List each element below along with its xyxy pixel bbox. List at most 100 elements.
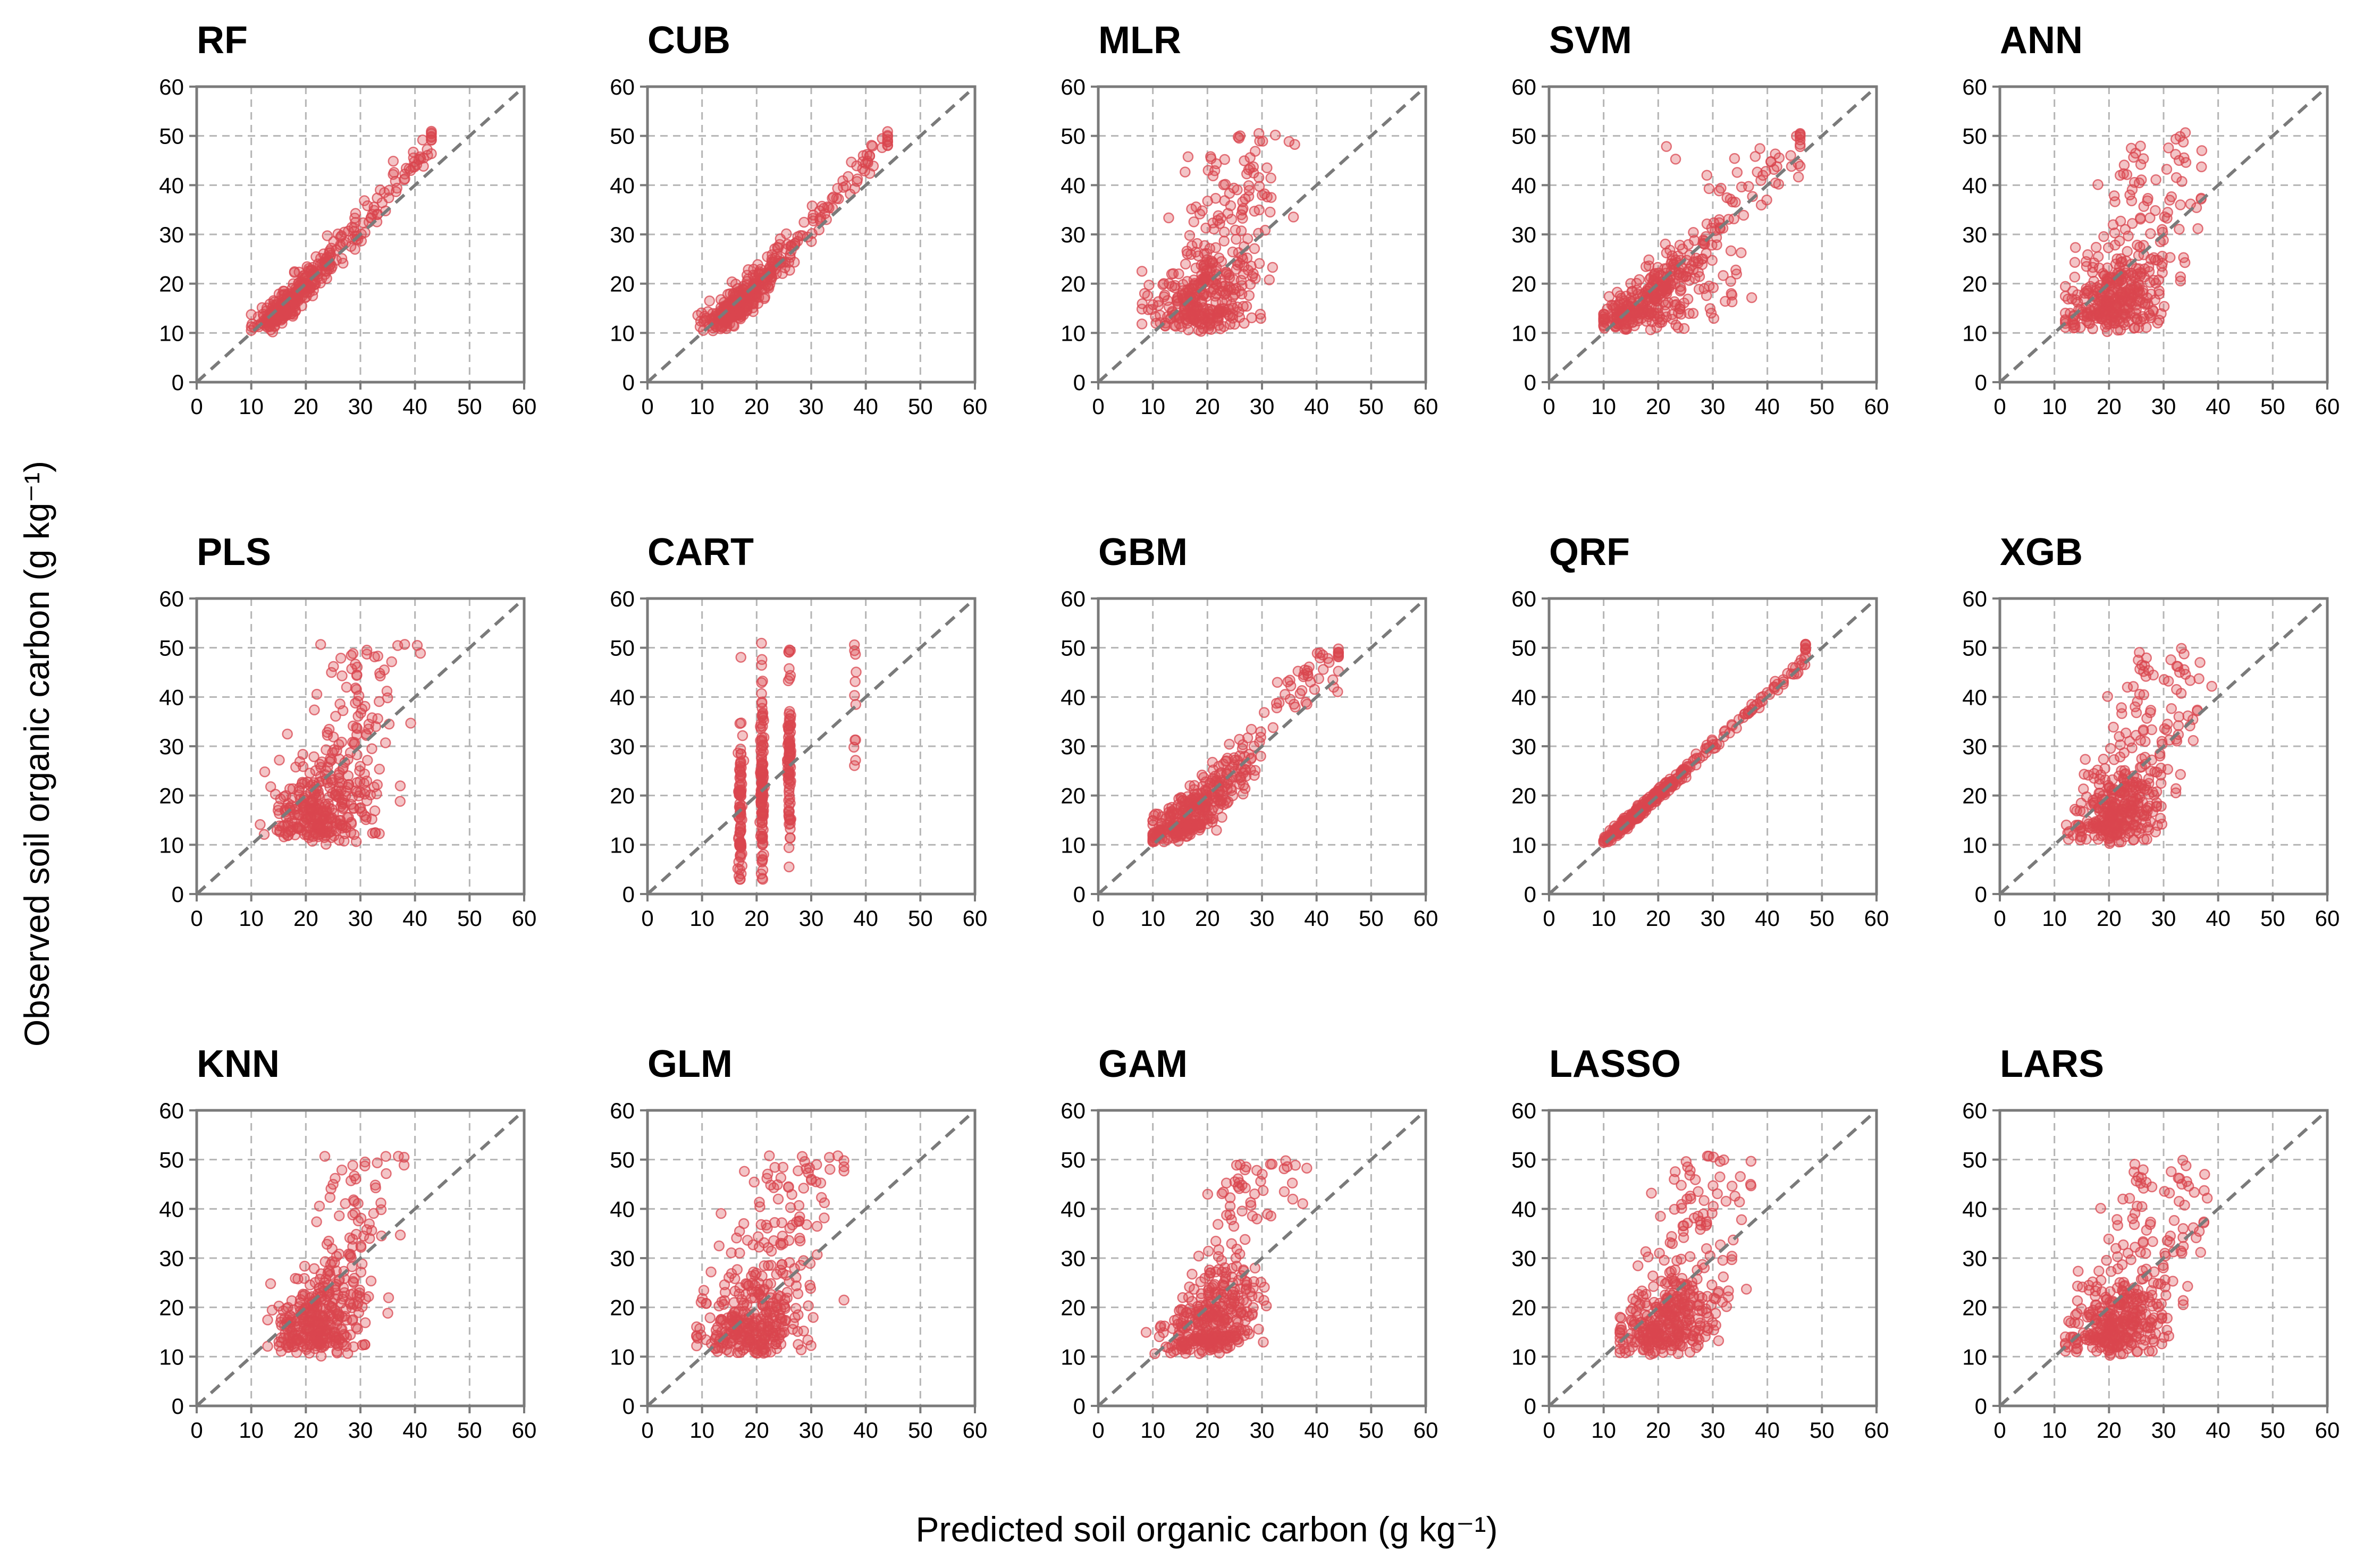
x-tick-label: 30 <box>799 394 824 419</box>
data-point <box>2138 288 2149 299</box>
data-point <box>1721 192 1732 204</box>
data-point <box>793 1200 805 1211</box>
data-point <box>2175 688 2187 699</box>
data-point <box>756 660 767 671</box>
data-point <box>353 690 365 702</box>
y-tick-label: 0 <box>172 370 184 395</box>
x-tick-label: 40 <box>2206 906 2231 931</box>
x-tick-label: 60 <box>1414 906 1438 931</box>
data-point <box>2077 783 2089 795</box>
data-point <box>283 1329 295 1341</box>
data-point <box>322 777 333 789</box>
x-tick-label: 10 <box>689 906 714 931</box>
data-point <box>866 140 877 151</box>
y-tick-label: 20 <box>159 783 184 808</box>
x-tick-label: 60 <box>963 906 988 931</box>
data-point <box>1253 128 1265 139</box>
data-point <box>298 800 309 812</box>
data-point <box>729 1273 741 1284</box>
data-point <box>333 739 344 750</box>
data-point <box>1670 154 1681 165</box>
data-point <box>349 1208 360 1219</box>
data-point <box>1201 254 1213 265</box>
panels-group: RF00101020203030404050506060CUB001010202… <box>159 19 2340 1443</box>
data-point <box>755 830 767 842</box>
data-point <box>264 321 275 332</box>
y-tick-label: 60 <box>1061 586 1086 611</box>
data-point <box>2108 721 2119 733</box>
data-point <box>2090 816 2101 828</box>
data-point <box>355 1242 367 1253</box>
data-point <box>375 1197 386 1209</box>
y-tick-label: 30 <box>159 734 184 759</box>
data-point <box>322 730 333 741</box>
x-tick-label: 30 <box>1250 906 1275 931</box>
data-point <box>1253 181 1265 192</box>
data-point <box>1770 676 1781 687</box>
data-point <box>1137 298 1148 309</box>
data-point <box>317 805 329 816</box>
data-point <box>2140 736 2151 747</box>
data-point <box>840 180 852 192</box>
y-tick-label: 40 <box>1061 173 1086 198</box>
data-point <box>756 754 767 765</box>
data-point <box>309 704 320 715</box>
data-point <box>1673 269 1685 281</box>
points-glm <box>691 1150 849 1359</box>
y-tick-label: 10 <box>1962 321 1987 345</box>
data-point <box>390 186 402 197</box>
data-point <box>716 1296 728 1308</box>
data-point <box>352 711 364 722</box>
data-point <box>326 832 337 843</box>
data-point <box>1234 130 1246 141</box>
data-point <box>2173 711 2185 722</box>
data-point <box>2156 736 2168 747</box>
data-point <box>2193 673 2205 685</box>
data-point <box>1208 284 1219 295</box>
data-point <box>282 728 293 740</box>
data-point <box>1309 684 1320 695</box>
data-point <box>695 1329 706 1341</box>
x-tick-label: 10 <box>2042 906 2067 931</box>
y-tick-label: 50 <box>610 124 635 149</box>
x-tick-label: 40 <box>853 1418 878 1443</box>
data-point <box>1731 167 1743 178</box>
points-pls <box>255 639 426 850</box>
data-point <box>849 676 861 687</box>
data-point <box>327 1178 339 1190</box>
y-tick-label: 0 <box>1975 882 1987 907</box>
data-point <box>350 1173 361 1185</box>
y-tick-label: 0 <box>172 882 184 907</box>
y-tick-label: 50 <box>159 636 184 661</box>
data-point <box>756 696 768 707</box>
data-point <box>292 1273 304 1285</box>
data-point <box>798 1325 809 1337</box>
y-tick-label: 10 <box>1511 321 1536 345</box>
data-point <box>2161 164 2173 175</box>
data-point <box>1267 262 1278 273</box>
x-tick-label: 50 <box>2260 906 2285 931</box>
data-point <box>2102 691 2113 702</box>
data-point <box>2188 735 2199 746</box>
x-tick-label: 20 <box>1195 906 1220 931</box>
data-point <box>776 1217 787 1228</box>
data-point <box>1726 296 1738 308</box>
data-point <box>359 1339 371 1351</box>
data-point <box>372 713 383 724</box>
data-point <box>2126 742 2138 754</box>
data-point <box>1694 271 1705 282</box>
data-point <box>764 1150 775 1161</box>
data-point <box>1229 759 1240 771</box>
data-point <box>849 690 860 701</box>
data-point <box>882 134 893 145</box>
data-point <box>2134 663 2146 675</box>
data-point <box>772 1193 784 1205</box>
data-point <box>1652 308 1664 319</box>
data-point <box>312 1336 323 1347</box>
y-tick-label: 60 <box>1511 74 1536 99</box>
x-tick-label: 30 <box>348 906 373 931</box>
x-tick-label: 10 <box>239 1418 264 1443</box>
data-point <box>1311 647 1323 659</box>
y-tick-label: 40 <box>1511 173 1536 198</box>
